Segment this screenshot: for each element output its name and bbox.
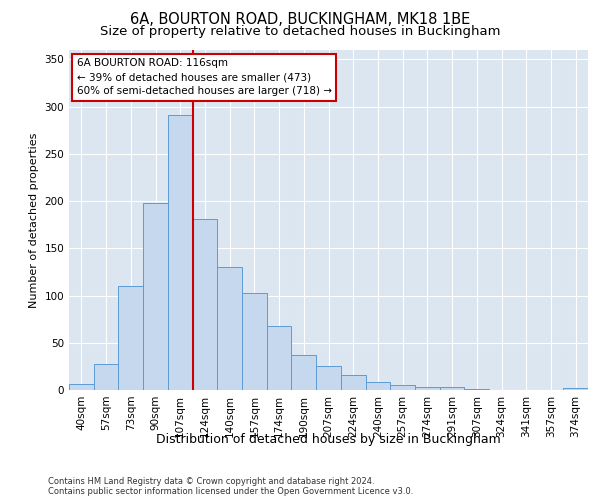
Bar: [415, 387, 440, 390]
Text: Size of property relative to detached houses in Buckingham: Size of property relative to detached ho…: [100, 25, 500, 38]
Text: 6A BOURTON ROAD: 116sqm
← 39% of detached houses are smaller (473)
60% of semi-d: 6A BOURTON ROAD: 116sqm ← 39% of detache…: [77, 58, 332, 96]
Bar: [217, 267, 242, 390]
Bar: [193, 219, 217, 390]
Bar: [168, 115, 193, 390]
Bar: [365, 382, 390, 390]
Bar: [143, 203, 168, 390]
Bar: [292, 355, 316, 390]
Text: Distribution of detached houses by size in Buckingham: Distribution of detached houses by size …: [157, 432, 501, 446]
Bar: [118, 286, 143, 390]
Bar: [341, 375, 365, 390]
Y-axis label: Number of detached properties: Number of detached properties: [29, 132, 39, 308]
Bar: [464, 389, 489, 390]
Bar: [440, 387, 464, 390]
Bar: [316, 366, 341, 390]
Bar: [69, 384, 94, 390]
Bar: [242, 292, 267, 390]
Bar: [267, 326, 292, 390]
Text: Contains HM Land Registry data © Crown copyright and database right 2024.: Contains HM Land Registry data © Crown c…: [48, 477, 374, 486]
Bar: [94, 364, 118, 390]
Bar: [563, 388, 588, 390]
Text: 6A, BOURTON ROAD, BUCKINGHAM, MK18 1BE: 6A, BOURTON ROAD, BUCKINGHAM, MK18 1BE: [130, 12, 470, 28]
Text: Contains public sector information licensed under the Open Government Licence v3: Contains public sector information licen…: [48, 487, 413, 496]
Bar: [390, 386, 415, 390]
